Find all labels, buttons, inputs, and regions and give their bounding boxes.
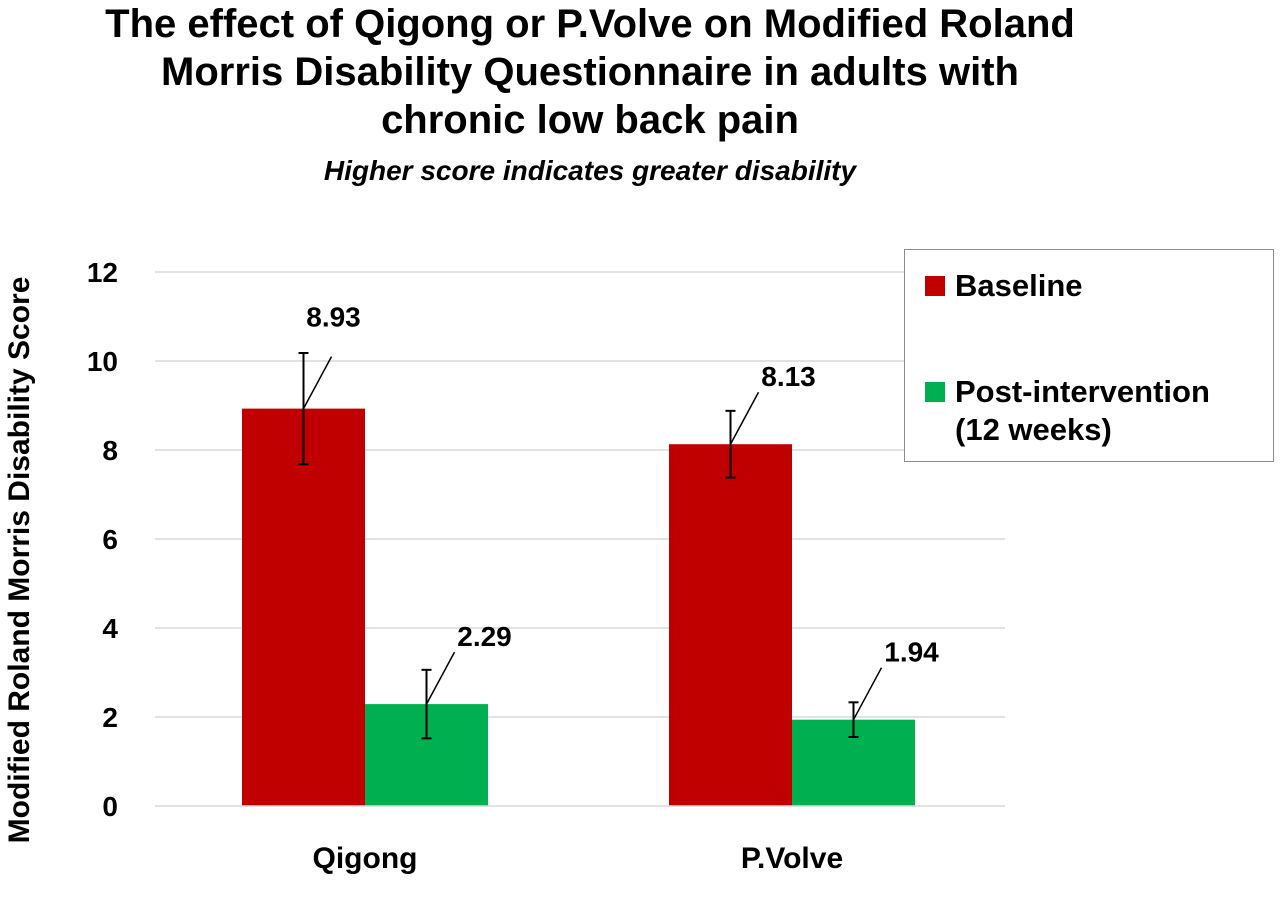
x-category-label: P.Volve	[741, 842, 843, 875]
y-tick-label: 4	[102, 613, 118, 644]
legend: Baseline Post-intervention (12 weeks)	[904, 249, 1274, 462]
legend-item-post-intervention: Post-intervention (12 weeks)	[925, 373, 1210, 449]
chart-title-line: Morris Disability Questionnaire in adult…	[161, 50, 1019, 94]
legend-label-line: Post-intervention	[955, 374, 1210, 409]
chart-title-line: The effect of Qigong or P.Volve on Modif…	[105, 2, 1075, 46]
y-tick-label: 8	[102, 435, 118, 466]
y-tick-label: 2	[102, 702, 118, 733]
chart-title-line: chronic low back pain	[381, 98, 799, 142]
data-label: 8.13	[761, 361, 816, 392]
bars	[242, 408, 915, 806]
data-label-leader	[852, 667, 883, 721]
data-label: 8.93	[306, 302, 361, 333]
bar-baseline	[669, 444, 792, 806]
chart-title: The effect of Qigong or P.Volve on Modif…	[0, 0, 1180, 144]
data-label-leader	[425, 651, 456, 705]
legend-swatch-baseline	[925, 276, 945, 296]
y-tick-label: 12	[87, 257, 118, 288]
data-label: 2.29	[457, 621, 512, 652]
y-tick-label: 6	[102, 524, 118, 555]
legend-item-baseline: Baseline	[925, 267, 1083, 305]
bar-baseline	[242, 408, 365, 806]
y-tick-label: 0	[102, 791, 118, 822]
data-label-leader	[729, 391, 760, 445]
legend-label-line: (12 weeks)	[955, 412, 1112, 447]
data-label: 1.94	[884, 637, 939, 668]
chart-subtitle: Higher score indicates greater disabilit…	[323, 155, 857, 186]
data-labels: 8.93 2.29 8.13 1.94	[302, 302, 939, 721]
axes: 0 2 4 6 8 10 12 Qigong P.Volve	[87, 257, 1005, 875]
y-tick-label: 10	[87, 346, 118, 377]
legend-label-post-intervention: Post-intervention (12 weeks)	[955, 373, 1210, 449]
legend-swatch-post-intervention	[925, 382, 945, 402]
x-category-label: Qigong	[313, 842, 418, 875]
legend-label-baseline: Baseline	[955, 268, 1083, 303]
data-label-leader	[302, 356, 333, 409]
